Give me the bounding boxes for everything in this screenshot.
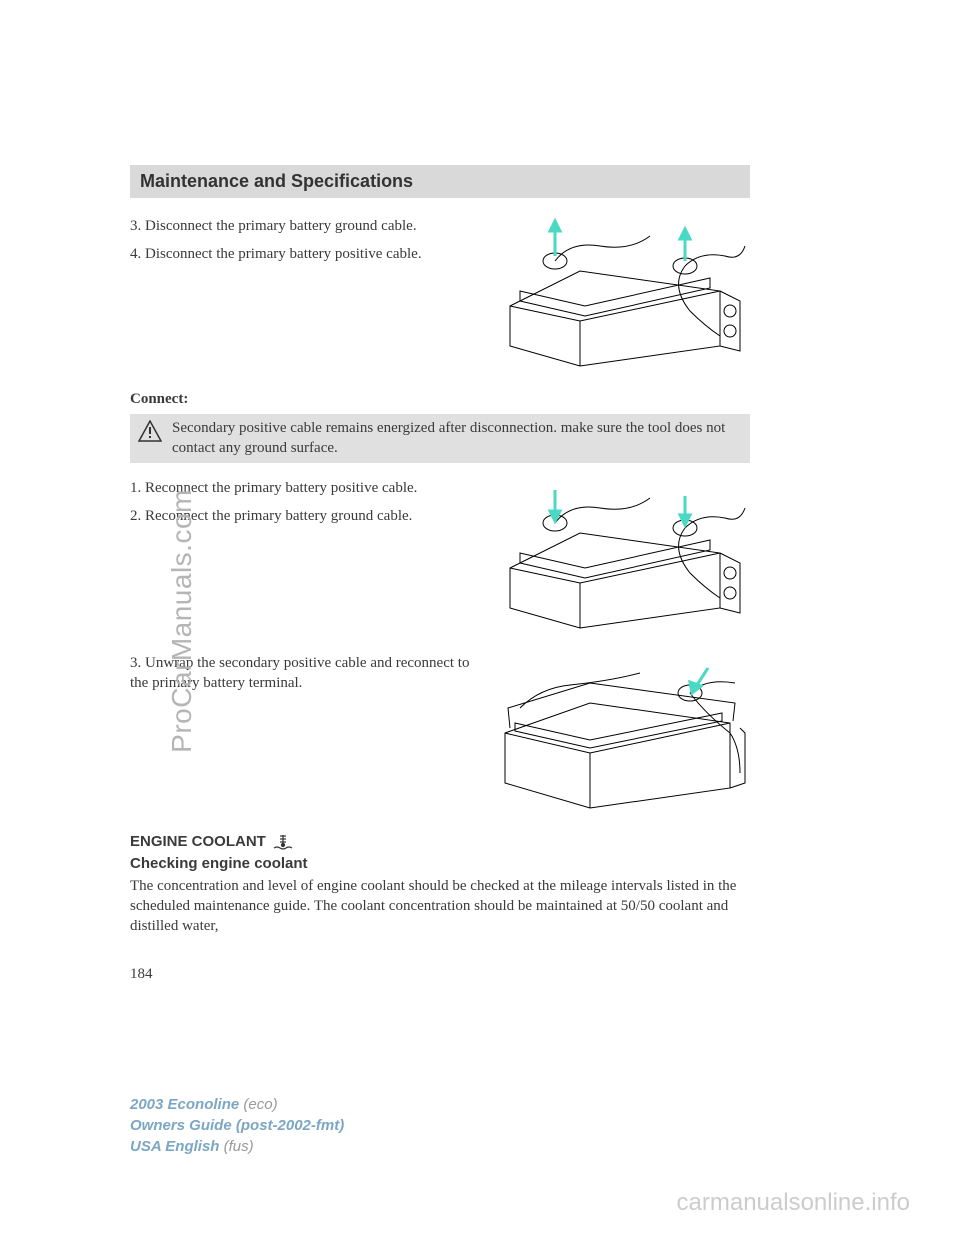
connect-label: Connect: [130,391,750,408]
footer-guide: Owners Guide [130,1117,232,1134]
footer-lang: USA English [130,1138,219,1155]
section-header: Maintenance and Specifications [130,165,750,198]
footer-model-code: (eco) [243,1096,277,1113]
battery-svg-2 [490,478,750,638]
battery-illustration-2 [490,478,750,638]
footer-line-3: USA English (fus) [130,1136,344,1157]
battery-svg-3 [490,653,750,813]
warning-text: Secondary positive cable remains energiz… [172,418,742,459]
disconnect-step-3: 3. Disconnect the primary battery ground… [130,216,475,236]
connect-row-2: 3. Unwrap the secondary positive cable a… [130,653,750,813]
footer-meta: 2003 Econoline (eco) Owners Guide (post-… [130,1094,344,1157]
battery-svg-1 [490,216,750,376]
engine-coolant-label: ENGINE COOLANT [130,833,266,850]
footer-line-1: 2003 Econoline (eco) [130,1094,344,1115]
footer-line-2: Owners Guide (post-2002-fmt) [130,1115,344,1136]
checking-coolant-subheading: Checking engine coolant [130,855,750,872]
watermark-left: ProCarManuals.com [166,489,198,753]
footer-lang-code: (fus) [224,1138,254,1155]
disconnect-text: 3. Disconnect the primary battery ground… [130,216,475,376]
page-number: 184 [130,966,750,983]
coolant-body-text: The concentration and level of engine co… [130,876,750,937]
disconnect-step-4: 4. Disconnect the primary battery positi… [130,244,475,264]
battery-illustration-3 [490,653,750,813]
battery-illustration-1 [490,216,750,376]
warning-triangle-icon [138,420,162,442]
coolant-icon [272,833,294,851]
watermark-bottom: carmanualsonline.info [677,1189,910,1217]
footer-guide-fmt: (post-2002-fmt) [236,1117,344,1134]
connect-row-1: 1. Reconnect the primary battery positiv… [130,478,750,638]
footer-model: 2003 Econoline [130,1096,239,1113]
warning-box: Secondary positive cable remains energiz… [130,414,750,463]
disconnect-row: 3. Disconnect the primary battery ground… [130,216,750,376]
page-content: Maintenance and Specifications 3. Discon… [130,165,750,983]
engine-coolant-heading: ENGINE COOLANT [130,833,750,851]
